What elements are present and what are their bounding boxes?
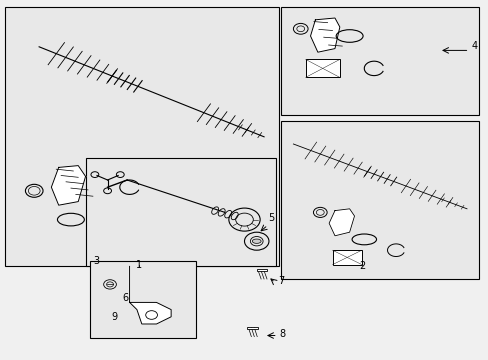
Bar xyxy=(90,261,195,338)
Bar xyxy=(305,59,339,77)
Polygon shape xyxy=(310,18,339,52)
Bar xyxy=(5,7,278,266)
Bar xyxy=(332,250,361,265)
Text: 6: 6 xyxy=(122,293,128,303)
Bar xyxy=(256,269,267,271)
Bar xyxy=(246,327,257,329)
Bar xyxy=(281,121,478,279)
Polygon shape xyxy=(129,266,171,324)
Text: 9: 9 xyxy=(112,312,118,322)
Bar xyxy=(85,158,276,266)
Polygon shape xyxy=(51,166,85,205)
Ellipse shape xyxy=(252,239,261,243)
Text: 3: 3 xyxy=(93,256,99,266)
Text: 4: 4 xyxy=(471,41,477,51)
Polygon shape xyxy=(328,209,354,236)
Bar xyxy=(281,7,478,115)
Text: 5: 5 xyxy=(267,213,274,224)
Text: 7: 7 xyxy=(277,276,284,286)
Text: 1: 1 xyxy=(136,260,142,270)
Text: 2: 2 xyxy=(359,261,365,271)
Text: 8: 8 xyxy=(279,329,285,339)
